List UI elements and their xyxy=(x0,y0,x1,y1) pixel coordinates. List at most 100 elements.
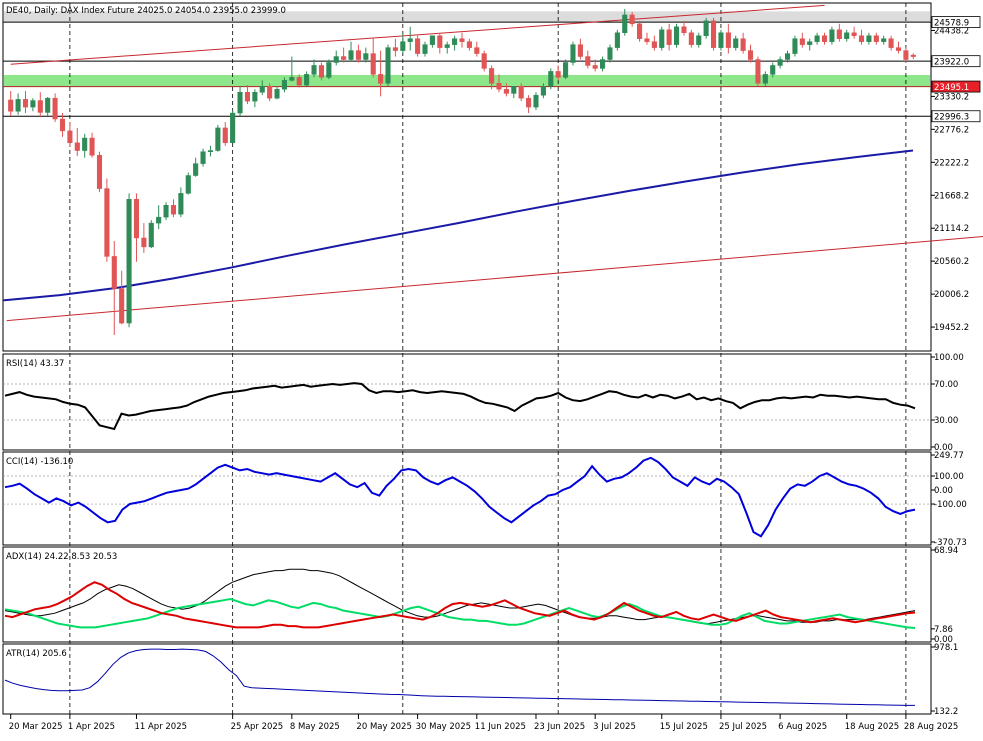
price-tick-label-5: 21114.2 xyxy=(934,224,969,234)
candle-body-16 xyxy=(126,199,132,324)
rsi-label: RSI(14) 43.37 xyxy=(6,359,64,369)
candle-body-46 xyxy=(348,50,354,60)
candle-body-88 xyxy=(659,29,665,48)
candle-body-11 xyxy=(89,137,95,156)
candle-body-21 xyxy=(163,205,169,218)
candle-body-54 xyxy=(407,38,413,42)
x-tick-label-2: 11 Apr 2025 xyxy=(134,722,187,732)
cci-tick-label-4: -370.73 xyxy=(934,538,967,548)
candle-body-44 xyxy=(333,56,339,63)
chart-header: DE40, Daily: DAX Index Future 24025.0 24… xyxy=(6,6,286,16)
candle-body-99 xyxy=(740,38,746,51)
cci-tick-label-3: -100.00 xyxy=(934,500,967,510)
candle-body-122 xyxy=(910,54,916,57)
candle-body-115 xyxy=(858,35,865,42)
candle-body-119 xyxy=(888,38,894,48)
candle-body-64 xyxy=(481,53,487,69)
rsi-series-0 xyxy=(4,382,916,431)
candle-body-52 xyxy=(392,47,398,51)
candle-body-49 xyxy=(370,53,376,75)
candle-body-72 xyxy=(540,86,546,96)
candle-body-58 xyxy=(437,35,443,48)
x-tick-label-11: 25 Jul 2025 xyxy=(719,722,767,732)
candle-body-14 xyxy=(111,256,117,289)
candle-body-25 xyxy=(193,163,199,176)
candle-body-114 xyxy=(851,32,857,36)
price-tick-label-2: 22776.2 xyxy=(934,125,969,135)
support-zone xyxy=(4,74,930,87)
candle-body-19 xyxy=(148,222,154,248)
candle-body-93 xyxy=(696,35,702,45)
candle-body-43 xyxy=(326,62,332,78)
adx-tick-label-1: 7.86 xyxy=(934,625,953,635)
price-tick-label-7: 20006.2 xyxy=(934,290,969,300)
price-tick-label-6: 20560.2 xyxy=(934,257,969,267)
x-tick-label-4: 8 May 2025 xyxy=(290,722,340,732)
candle-body-63 xyxy=(474,47,480,54)
candle-body-9 xyxy=(74,142,80,151)
candle-body-24 xyxy=(185,175,191,194)
candle-body-7 xyxy=(59,118,66,132)
candle-body-48 xyxy=(363,53,369,60)
level-label-box-2 xyxy=(931,80,981,93)
cci-tick-label-1: 100.00 xyxy=(934,472,964,482)
adx-series-2 xyxy=(4,581,916,629)
candle-body-101 xyxy=(755,59,761,84)
candle-body-121 xyxy=(903,50,909,60)
candle-body-15 xyxy=(119,288,125,324)
candle-body-31 xyxy=(237,91,243,114)
candle-body-91 xyxy=(681,26,687,33)
level-label-box-0 xyxy=(931,16,981,29)
candle-body-47 xyxy=(355,50,361,60)
candle-body-12 xyxy=(96,155,103,189)
candle-body-57 xyxy=(429,35,435,45)
candle-body-8 xyxy=(67,130,73,144)
price-tick-label-0: 24438.2 xyxy=(934,26,969,36)
candle-body-23 xyxy=(178,193,184,215)
candle-body-108 xyxy=(807,41,813,45)
adx-tick-label-0: 68.94 xyxy=(934,546,958,556)
candle-body-20 xyxy=(156,216,162,224)
atr-tick-label-0: 978.1 xyxy=(934,643,958,653)
candle-body-40 xyxy=(304,74,310,86)
candle-body-45 xyxy=(341,56,347,60)
candle-body-67 xyxy=(503,89,509,94)
price-tick-label-3: 22222.2 xyxy=(934,158,969,168)
x-tick-label-8: 23 Jun 2025 xyxy=(534,722,585,732)
adx-tick-label-2: 0.00 xyxy=(934,635,953,645)
candle-body-94 xyxy=(703,20,709,36)
price-tick-label-1: 23330.2 xyxy=(934,92,969,102)
candle-body-3 xyxy=(30,100,36,108)
candle-body-92 xyxy=(688,32,694,45)
candle-body-53 xyxy=(400,41,406,51)
candle-body-17 xyxy=(133,199,140,239)
candle-body-120 xyxy=(895,47,902,51)
candle-body-104 xyxy=(777,59,783,66)
candle-body-62 xyxy=(466,41,472,48)
resistance-zone xyxy=(4,11,930,23)
adx-label: ADX(14) 24.22 8.53 20.53 xyxy=(6,552,117,562)
candle-body-32 xyxy=(244,91,250,102)
cci-tick-label-2: 0.00 xyxy=(934,486,953,496)
candle-body-66 xyxy=(496,83,502,90)
candle-body-87 xyxy=(651,41,657,48)
rsi-tick-label-1: 70.00 xyxy=(934,380,958,390)
candle-body-105 xyxy=(784,53,791,60)
candle-body-65 xyxy=(489,68,495,84)
candle-body-38 xyxy=(289,77,295,81)
level-label-1: 23922.0 xyxy=(934,58,969,68)
candle-body-56 xyxy=(422,44,428,54)
candle-body-73 xyxy=(548,71,554,87)
candle-body-77 xyxy=(577,44,583,57)
candle-body-55 xyxy=(415,38,421,54)
atr-tick-label-1: 132.2 xyxy=(934,707,958,717)
candle-body-107 xyxy=(799,38,805,45)
candle-body-5 xyxy=(45,97,51,113)
candle-body-85 xyxy=(637,23,643,39)
adx-series-1 xyxy=(4,597,916,629)
candle-body-1 xyxy=(15,99,21,112)
candle-body-51 xyxy=(385,47,391,84)
price-tick-label-4: 21668.2 xyxy=(934,191,969,201)
